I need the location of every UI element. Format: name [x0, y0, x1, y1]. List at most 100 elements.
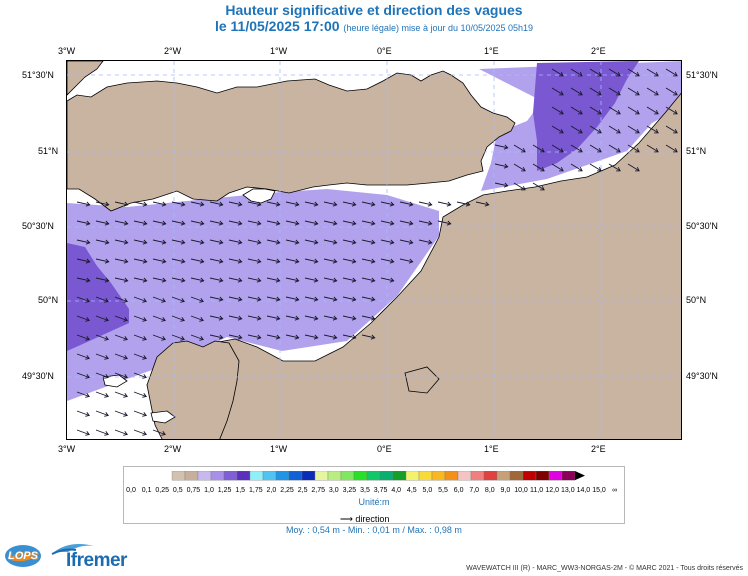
direction-arrow	[570, 125, 583, 134]
direction-arrow-head	[427, 220, 433, 226]
color-cell-29	[548, 471, 563, 481]
direction-arrow	[646, 125, 659, 134]
direction-arrow	[247, 239, 261, 244]
direction-arrow	[323, 201, 337, 206]
map-title: Hauteur significative et direction des v…	[225, 2, 523, 18]
direction-arrow-head	[332, 201, 338, 207]
direction-arrow-head	[85, 258, 91, 264]
direction-arrow-head	[332, 334, 338, 340]
direction-arrow-head	[123, 298, 128, 303]
direction-arrow	[323, 220, 337, 225]
direction-arrow	[114, 220, 128, 225]
direction-arrow	[171, 239, 185, 244]
direction-arrow-head	[616, 128, 621, 134]
direction-arrow-head	[313, 334, 319, 340]
direction-arrow	[285, 334, 299, 339]
direction-arrow	[95, 391, 109, 397]
direction-arrow	[114, 296, 128, 302]
direction-arrow-head	[275, 220, 281, 226]
direction-arrow	[266, 334, 280, 339]
direction-arrow-head	[142, 277, 148, 283]
lat-tick-right-49-30: 49°30'N	[686, 371, 718, 381]
direction-arrow-head	[540, 185, 545, 191]
color-cell-24	[483, 471, 498, 481]
direction-arrow-head	[521, 185, 526, 191]
direction-arrow	[228, 296, 242, 301]
direction-arrow	[152, 220, 166, 225]
color-cell-13	[340, 471, 355, 481]
direction-arrow-head	[294, 201, 300, 207]
direction-arrow	[342, 315, 356, 320]
lon-tick-top-2e: 2°E	[591, 46, 606, 56]
direction-arrow-head	[104, 355, 109, 360]
direction-arrow-head	[616, 147, 621, 153]
direction-arrow-head	[332, 239, 338, 245]
direction-arrow	[380, 258, 394, 263]
direction-arrow	[589, 68, 602, 77]
direction-arrow	[228, 334, 242, 339]
direction-arrow	[475, 201, 489, 206]
direction-arrow	[114, 277, 128, 282]
color-scale-label-20: 5,5	[438, 487, 448, 494]
direction-arrow	[551, 163, 564, 172]
direction-arrow	[418, 220, 432, 225]
direction-arrow	[114, 201, 128, 206]
color-scale-label-4: 0,75	[186, 487, 201, 494]
direction-arrow	[342, 258, 356, 263]
direction-arrow	[361, 315, 375, 320]
direction-arrow-head	[597, 90, 602, 96]
direction-arrow	[665, 106, 678, 115]
color-scale-label-27: 12,0	[545, 487, 559, 494]
direction-arrow	[209, 201, 223, 206]
color-scale-label-25: 10,0	[514, 487, 528, 494]
direction-label: direction	[355, 514, 390, 524]
direction-arrow	[304, 315, 318, 320]
direction-arrow	[342, 296, 356, 301]
direction-arrow-head	[351, 220, 357, 226]
direction-arrow	[494, 163, 508, 168]
direction-arrow	[532, 163, 545, 172]
lat-tick-left-50-30: 50°30'N	[22, 221, 54, 231]
direction-arrow	[361, 239, 375, 244]
direction-arrow	[133, 410, 147, 416]
direction-arrow-head	[370, 277, 376, 283]
land-england-south	[67, 70, 516, 212]
direction-arrow-head	[578, 90, 583, 96]
color-cell-1	[184, 471, 199, 481]
direction-arrow-head	[275, 296, 281, 302]
color-scale-label-24: 9,0	[500, 487, 511, 494]
direction-arrow	[285, 277, 299, 282]
direction-arrow	[95, 296, 109, 302]
direction-arrow	[323, 334, 337, 339]
direction-arrow-head	[104, 374, 109, 379]
arrow-icon: ⟶	[340, 514, 353, 524]
lat-tick-left-49-30: 49°30'N	[22, 371, 54, 381]
direction-arrow-head	[161, 201, 167, 207]
direction-arrow	[152, 429, 166, 435]
direction-arrow-head	[161, 298, 166, 303]
direction-arrow	[76, 277, 90, 282]
direction-arrow	[551, 106, 564, 115]
direction-arrow-head	[578, 109, 583, 115]
wave-map[interactable]	[66, 60, 682, 440]
direction-arrow	[342, 334, 356, 339]
lat-tick-right-51-30: 51°30'N	[686, 70, 718, 80]
direction-arrow	[646, 106, 659, 115]
direction-arrow	[76, 410, 90, 416]
direction-arrow	[114, 315, 128, 321]
direction-arrow	[152, 315, 166, 321]
direction-arrow-head	[503, 163, 509, 169]
direction-arrow-head	[256, 315, 262, 321]
lon-tick-bottom-2w: 2°W	[164, 444, 182, 454]
direction-arrow-head	[256, 296, 262, 302]
direction-arrow-head	[332, 315, 338, 321]
direction-arrow	[437, 201, 451, 206]
color-cell-17	[392, 471, 407, 481]
direction-arrow-head	[142, 317, 147, 322]
direction-arrow	[589, 106, 602, 115]
direction-arrow	[209, 239, 223, 244]
color-cell-26	[509, 471, 524, 481]
direction-arrow	[209, 220, 223, 225]
direction-arrow-head	[578, 128, 583, 134]
direction-arrow	[76, 201, 90, 206]
